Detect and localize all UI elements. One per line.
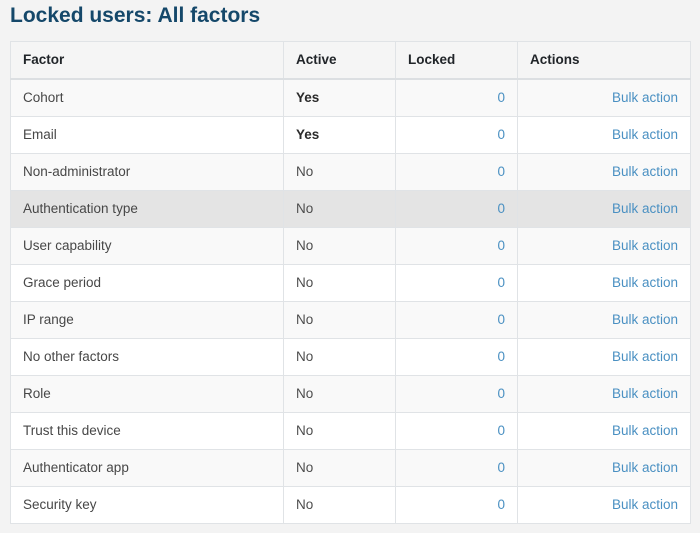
bulk-action-link[interactable]: Bulk action <box>611 460 678 475</box>
table-row: Email Yes 0 Bulk action <box>10 116 691 154</box>
locked-cell: 0 <box>395 375 518 413</box>
actions-cell: Bulk action <box>517 412 691 450</box>
bulk-action-link[interactable]: Bulk action <box>611 238 678 253</box>
active-status: Yes <box>283 78 396 117</box>
locked-count-link[interactable]: 0 <box>497 349 505 364</box>
factor-name: Non-administrator <box>10 153 284 191</box>
active-status: No <box>283 412 396 450</box>
actions-cell: Bulk action <box>517 375 691 413</box>
actions-cell: Bulk action <box>517 190 691 228</box>
locked-cell: 0 <box>395 153 518 191</box>
table-row: Trust this device No 0 Bulk action <box>10 412 691 450</box>
locked-count-link[interactable]: 0 <box>497 497 505 512</box>
active-status: No <box>283 338 396 376</box>
locked-count-link[interactable]: 0 <box>497 423 505 438</box>
factor-name: Email <box>10 116 284 154</box>
factor-name: Role <box>10 375 284 413</box>
actions-cell: Bulk action <box>517 78 691 117</box>
table-row: Role No 0 Bulk action <box>10 375 691 413</box>
locked-cell: 0 <box>395 264 518 302</box>
factor-name: User capability <box>10 227 284 265</box>
table-body: Cohort Yes 0 Bulk action Email Yes 0 Bulk actio… <box>10 78 691 524</box>
factor-name: Cohort <box>10 78 284 117</box>
column-header-active: Active <box>283 41 396 80</box>
active-status: No <box>283 153 396 191</box>
table-row: No other factors No 0 Bulk action <box>10 338 691 376</box>
active-status: No <box>283 375 396 413</box>
active-status: Yes <box>283 116 396 154</box>
bulk-action-link[interactable]: Bulk action <box>611 312 678 327</box>
actions-cell: Bulk action <box>517 449 691 487</box>
locked-count-link[interactable]: 0 <box>497 90 505 105</box>
locked-cell: 0 <box>395 116 518 154</box>
actions-cell: Bulk action <box>517 264 691 302</box>
locked-cell: 0 <box>395 338 518 376</box>
locked-cell: 0 <box>395 78 518 117</box>
locked-cell: 0 <box>395 301 518 339</box>
factor-name: No other factors <box>10 338 284 376</box>
table-row: IP range No 0 Bulk action <box>10 301 691 339</box>
table-row: Cohort Yes 0 Bulk action <box>10 78 691 117</box>
bulk-action-link[interactable]: Bulk action <box>611 164 678 179</box>
bulk-action-link[interactable]: Bulk action <box>611 386 678 401</box>
locked-count-link[interactable]: 0 <box>497 460 505 475</box>
locked-count-link[interactable]: 0 <box>497 312 505 327</box>
locked-count-link[interactable]: 0 <box>497 275 505 290</box>
factor-name: Trust this device <box>10 412 284 450</box>
page-title: Locked users: All factors <box>10 4 261 27</box>
actions-cell: Bulk action <box>517 116 691 154</box>
bulk-action-link[interactable]: Bulk action <box>611 423 678 438</box>
active-status: No <box>283 227 396 265</box>
actions-cell: Bulk action <box>517 153 691 191</box>
locked-count-link[interactable]: 0 <box>497 164 505 179</box>
column-header-locked: Locked <box>395 41 518 80</box>
locked-count-link[interactable]: 0 <box>497 127 505 142</box>
factor-name: Security key <box>10 486 284 524</box>
factors-table: Factor Active Locked Actions Cohort Yes 0 B… <box>10 41 691 524</box>
actions-cell: Bulk action <box>517 486 691 524</box>
active-status: No <box>283 301 396 339</box>
factor-name: Authentication type <box>10 190 284 228</box>
locked-cell: 0 <box>395 190 518 228</box>
column-header-factor: Factor <box>10 41 284 80</box>
bulk-action-link[interactable]: Bulk action <box>611 349 678 364</box>
locked-cell: 0 <box>395 412 518 450</box>
table-row: Grace period No 0 Bulk action <box>10 264 691 302</box>
locked-cell: 0 <box>395 227 518 265</box>
table-header: Factor Active Locked Actions <box>10 41 691 80</box>
locked-count-link[interactable]: 0 <box>497 386 505 401</box>
bulk-action-link[interactable]: Bulk action <box>611 127 678 142</box>
actions-cell: Bulk action <box>517 227 691 265</box>
locked-count-link[interactable]: 0 <box>497 201 505 216</box>
bulk-action-link[interactable]: Bulk action <box>611 90 678 105</box>
factor-name: IP range <box>10 301 284 339</box>
factor-name: Authenticator app <box>10 449 284 487</box>
table-row: User capability No 0 Bulk action <box>10 227 691 265</box>
factor-name: Grace period <box>10 264 284 302</box>
table-row: Authenticator app No 0 Bulk action <box>10 449 691 487</box>
table-row: Authentication type No 0 Bulk action <box>10 190 691 228</box>
active-status: No <box>283 449 396 487</box>
actions-cell: Bulk action <box>517 301 691 339</box>
column-header-actions: Actions <box>517 41 691 80</box>
locked-cell: 0 <box>395 449 518 487</box>
actions-cell: Bulk action <box>517 338 691 376</box>
locked-count-link[interactable]: 0 <box>497 238 505 253</box>
active-status: No <box>283 486 396 524</box>
table-row: Security key No 0 Bulk action <box>10 486 691 524</box>
active-status: No <box>283 190 396 228</box>
table-row: Non-administrator No 0 Bulk action <box>10 153 691 191</box>
active-status: No <box>283 264 396 302</box>
bulk-action-link[interactable]: Bulk action <box>611 275 678 290</box>
bulk-action-link[interactable]: Bulk action <box>611 201 678 216</box>
table-header-row: Factor Active Locked Actions <box>10 41 691 80</box>
locked-cell: 0 <box>395 486 518 524</box>
bulk-action-link[interactable]: Bulk action <box>611 497 678 512</box>
